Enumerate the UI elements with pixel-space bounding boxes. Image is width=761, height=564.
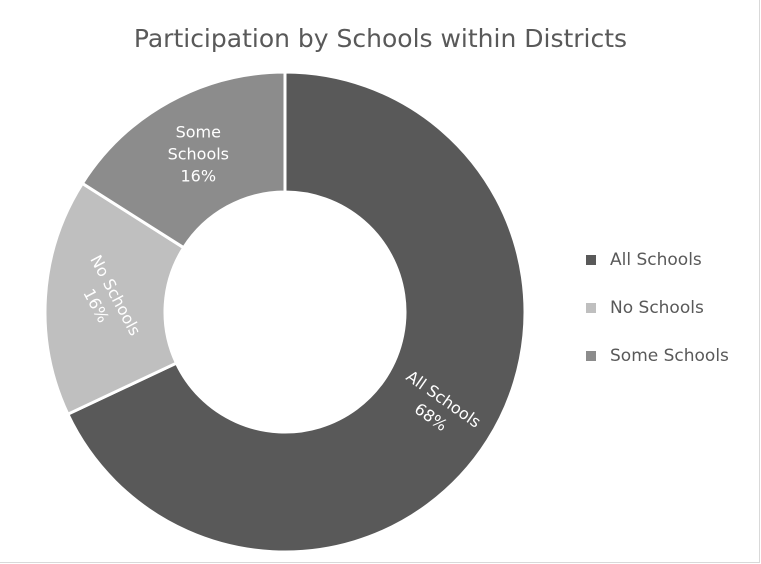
slices-group bbox=[43, 70, 527, 554]
legend-swatch-some-schools bbox=[586, 351, 596, 361]
slice-no-schools bbox=[43, 181, 186, 417]
legend-item-no-schools: No Schools bbox=[586, 296, 729, 320]
legend-swatch-all-schools bbox=[586, 255, 596, 265]
chart-title: Participation by Schools within District… bbox=[133, 24, 628, 53]
legend-item-some-schools: Some Schools bbox=[586, 344, 729, 368]
legend-label-some-schools: Some Schools bbox=[610, 346, 729, 366]
slice-some-schools bbox=[80, 70, 287, 250]
legend-label-no-schools: No Schools bbox=[610, 298, 704, 318]
legend-swatch-no-schools bbox=[586, 303, 596, 313]
slice-all-schools bbox=[65, 70, 527, 554]
data-label-some-schools: Some Schools 16% bbox=[168, 122, 229, 185]
legend: All Schools No Schools Some Schools bbox=[586, 248, 729, 392]
legend-label-all-schools: All Schools bbox=[610, 250, 702, 270]
legend-item-all-schools: All Schools bbox=[586, 248, 729, 272]
